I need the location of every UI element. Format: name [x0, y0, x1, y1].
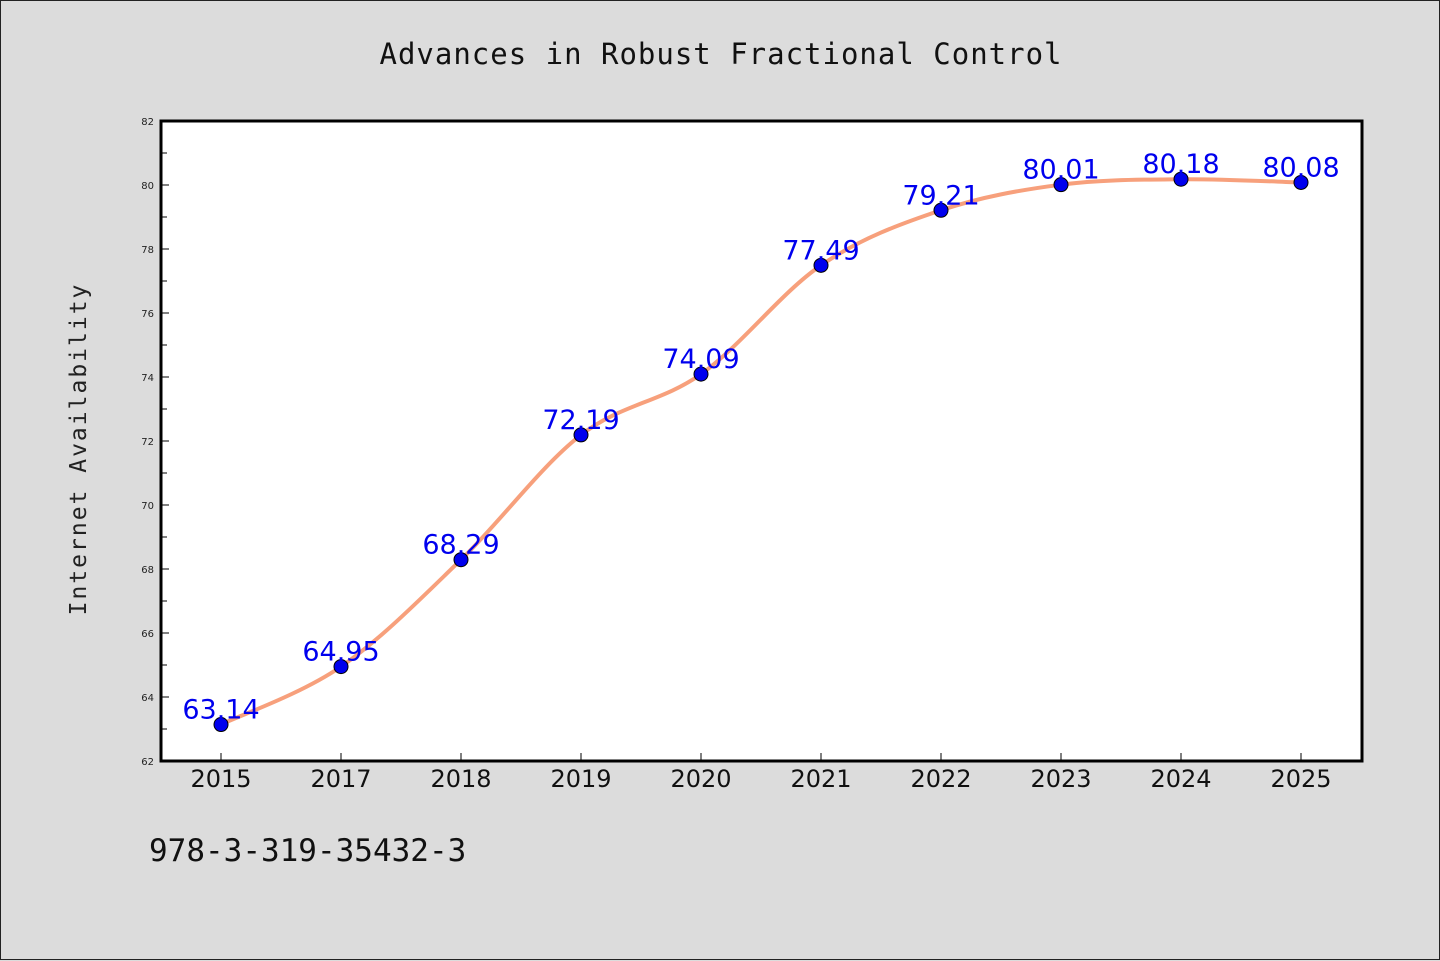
x-tick-label: 2023: [1030, 765, 1091, 793]
y-tick-label: 62: [141, 757, 154, 768]
data-label: 79.21: [902, 180, 979, 211]
y-tick-label: 80: [141, 181, 154, 192]
data-point: [1053, 177, 1069, 193]
x-tick-label: 2017: [310, 765, 371, 793]
x-axis-ticks: 2015 2017 2018 2019 2020 2021 2022 2023 2024 2025: [190, 753, 1332, 793]
plot-area: [159, 119, 1364, 763]
data-label: 80.01: [1022, 155, 1099, 186]
y-tick-label: 74: [141, 373, 154, 384]
data-point: [813, 257, 829, 273]
data-point: [573, 427, 589, 443]
data-label: 68.29: [422, 530, 499, 561]
x-tick-label: 2020: [670, 765, 731, 793]
data-point: [1173, 171, 1189, 187]
data-label: 63.14: [182, 695, 259, 726]
data-label: 74.09: [662, 344, 739, 375]
y-tick-label: 78: [141, 245, 154, 256]
data-point: [933, 202, 949, 218]
x-tick-label: 2021: [790, 765, 851, 793]
y-tick-label: 68: [141, 565, 154, 576]
series-line-group: 63.14 64.95 68.29 72.19 74.09 77.49 79.21 80.01…: [182, 149, 1340, 733]
y-tick-label: 70: [141, 501, 154, 512]
data-point: [1293, 174, 1309, 190]
y-tick-label: 64: [141, 693, 154, 704]
data-point: [213, 717, 229, 733]
x-tick-label: 2024: [1150, 765, 1211, 793]
data-point: [453, 552, 469, 568]
data-point: [693, 366, 709, 382]
chart-title: Advances in Robust Fractional Control: [379, 37, 1062, 71]
y-tick-label: 66: [141, 629, 154, 640]
data-label: 72.19: [542, 405, 619, 436]
x-tick-label: 2025: [1270, 765, 1331, 793]
x-tick-label: 2015: [190, 765, 251, 793]
x-tick-label: 2019: [550, 765, 611, 793]
y-tick-label: 76: [141, 309, 154, 320]
data-point: [333, 659, 349, 675]
y-axis-ticks: 62 64 66 68 70 72 74 76 78 80 82: [141, 117, 169, 768]
y-axis-label: Internet Availability: [66, 283, 92, 616]
series-line: [219, 177, 1303, 727]
data-label: 64.95: [302, 637, 379, 668]
data-label: 77.49: [782, 235, 859, 266]
footer-code: 978-3-319-35432-3: [149, 833, 467, 869]
y-tick-label: 72: [141, 437, 154, 448]
y-tick-label: 82: [141, 117, 154, 128]
x-tick-label: 2018: [430, 765, 491, 793]
x-tick-label: 2022: [910, 765, 971, 793]
data-label: 80.08: [1262, 152, 1339, 183]
data-label: 80.18: [1142, 149, 1219, 180]
